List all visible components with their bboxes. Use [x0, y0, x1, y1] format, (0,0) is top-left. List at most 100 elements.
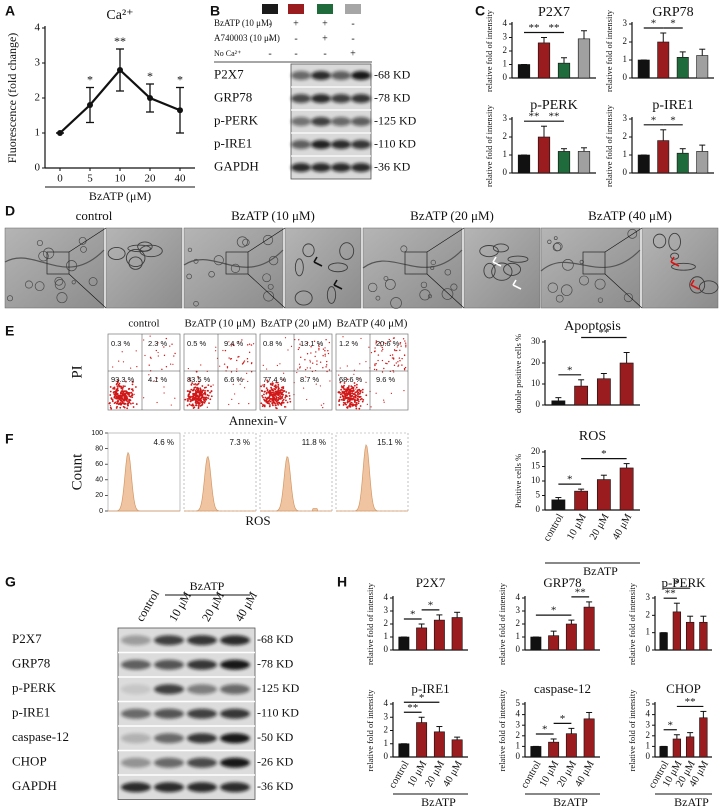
flow-dot	[222, 349, 224, 352]
band	[311, 163, 331, 172]
flow-dot	[113, 388, 116, 390]
flow-dot	[346, 365, 348, 367]
y-tick-label: 15	[531, 461, 541, 471]
flow-dot	[110, 398, 113, 400]
bar	[619, 362, 634, 406]
panel-letter: B	[210, 3, 220, 19]
y-tick-label: 1	[623, 54, 628, 64]
bar	[659, 632, 668, 651]
em-organelle	[420, 281, 428, 289]
bar	[451, 739, 463, 758]
flow-dot	[269, 400, 272, 403]
flow-dot	[353, 401, 356, 403]
em-organelle	[383, 276, 389, 281]
flow-dot	[118, 360, 120, 362]
flow-dot	[339, 367, 341, 369]
flow-dot	[318, 345, 320, 348]
flow-dot	[351, 386, 354, 389]
y-tick-label: 3	[646, 719, 651, 729]
flow-dot	[156, 377, 158, 379]
flow-dot	[127, 388, 130, 390]
zoom-line	[247, 227, 286, 253]
y-tick-label: 4	[516, 709, 521, 719]
chart-title: p-IRE1	[411, 681, 449, 696]
band	[121, 782, 151, 793]
flow-dot	[191, 404, 194, 407]
flow-dot	[123, 390, 125, 393]
flow-dot	[143, 339, 145, 341]
quadrant-percent: 0.5 %	[187, 339, 207, 348]
flow-dot	[355, 401, 358, 404]
flow-dot	[122, 405, 125, 408]
size-label: -36 KD	[257, 779, 294, 793]
protein-label: GAPDH	[214, 158, 259, 173]
histogram	[108, 451, 180, 512]
band	[220, 635, 250, 646]
flow-dot	[125, 399, 128, 402]
size-label: -125 KD	[257, 681, 300, 695]
flow-dot	[296, 371, 298, 374]
bar	[583, 606, 595, 651]
flow-dot	[272, 399, 275, 402]
flow-dot	[206, 394, 209, 396]
flow-dot	[373, 368, 376, 371]
y-tick-label: 0	[99, 508, 103, 515]
protein-label: p-IRE1	[214, 135, 252, 150]
flow-dot	[123, 396, 126, 399]
flow-dot	[118, 385, 120, 387]
flow-dot	[112, 387, 115, 390]
flow-dot	[210, 385, 212, 388]
y-axis-title: relative fold of intensity	[497, 582, 507, 665]
flow-dot	[186, 390, 189, 392]
flow-dot	[400, 345, 402, 347]
flow-dot	[262, 403, 264, 406]
flow-dot	[114, 401, 117, 404]
flow-dot	[260, 385, 262, 388]
y-tick-label: 1	[384, 738, 389, 748]
flow-dot	[108, 402, 111, 405]
em-organelle	[125, 249, 146, 268]
lane-color-key	[317, 4, 333, 14]
flow-dot	[350, 397, 353, 400]
flow-dot	[318, 343, 320, 345]
condition-sign: -	[268, 33, 271, 44]
flow-dot	[238, 402, 240, 405]
flow-dot	[128, 392, 131, 394]
y-tick-label: 0	[536, 399, 541, 409]
flow-dot	[355, 386, 358, 389]
chart-title: Apoptosis	[564, 319, 621, 334]
em-organelle	[479, 245, 499, 258]
y-tick-label: 0	[623, 167, 628, 177]
size-label: -78 KD	[257, 657, 294, 671]
em-organelle	[507, 255, 529, 263]
flow-dot	[172, 363, 174, 365]
flow-dot	[165, 337, 168, 340]
em-organelle	[262, 234, 274, 246]
y-tick-label: 100	[91, 430, 103, 437]
band	[121, 708, 151, 719]
flow-dot	[163, 346, 165, 348]
y-tick-label: 3	[516, 605, 521, 615]
quadrant-percent: 8.7 %	[300, 375, 320, 384]
flow-dot	[241, 339, 243, 341]
em-organelle	[193, 258, 199, 264]
flow-dot	[381, 371, 384, 373]
flow-dot	[373, 350, 376, 353]
flow-dot	[324, 353, 326, 356]
bar	[551, 400, 566, 406]
flow-dot	[187, 367, 189, 370]
condition-sign: +	[293, 18, 299, 29]
flow-dot	[375, 362, 377, 365]
flow-dot	[353, 373, 355, 375]
y-axis-title: relative fold of intensity	[365, 689, 375, 772]
em-organelle	[107, 247, 126, 261]
flow-dot	[349, 388, 352, 391]
flow-dot	[196, 402, 199, 405]
flow-dot	[338, 399, 341, 401]
flow-dot	[350, 401, 353, 404]
flow-dot	[381, 346, 383, 349]
flow-dot	[379, 342, 381, 344]
flow-dot	[398, 357, 401, 359]
flow-dot	[398, 364, 400, 366]
flow-dot	[358, 377, 360, 379]
